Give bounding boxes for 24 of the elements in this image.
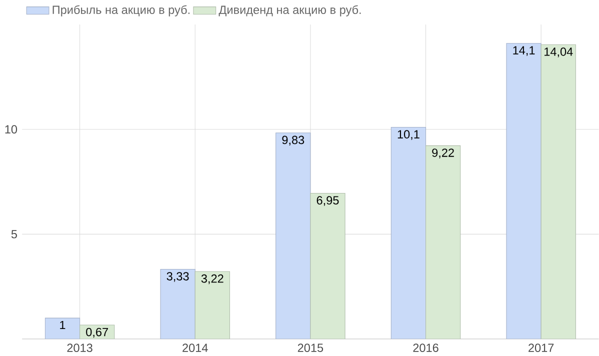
- bar: [276, 132, 311, 339]
- bar: [390, 126, 426, 339]
- x-tick-label: 2016: [413, 343, 438, 352]
- x-tick-label: 2015: [298, 343, 324, 352]
- data-label: 9,83: [282, 136, 304, 146]
- data-label: 14,04: [544, 47, 573, 58]
- legend-label: Дивиденд на акцию в руб.: [218, 5, 361, 16]
- bar: [506, 42, 542, 339]
- x-tick-label: 2014: [182, 343, 208, 352]
- data-label: 6,95: [316, 196, 339, 206]
- bar: [44, 318, 80, 339]
- y-tick-label: 10: [5, 124, 18, 134]
- data-label: 9,22: [432, 148, 454, 158]
- data-label: 3,22: [201, 274, 224, 284]
- data-label: 3,33: [166, 272, 189, 282]
- data-label: 14,1: [513, 46, 535, 56]
- x-tick-label: 2013: [67, 343, 92, 352]
- y-tick-label: 5: [11, 230, 17, 238]
- legend-label: Прибыль на акцию в руб.: [52, 5, 190, 16]
- bar: [160, 268, 196, 339]
- x-tick-label: 2017: [528, 343, 554, 352]
- data-label: 0,67: [86, 328, 108, 338]
- data-label: 1: [60, 320, 66, 329]
- data-label: 10,1: [398, 130, 420, 140]
